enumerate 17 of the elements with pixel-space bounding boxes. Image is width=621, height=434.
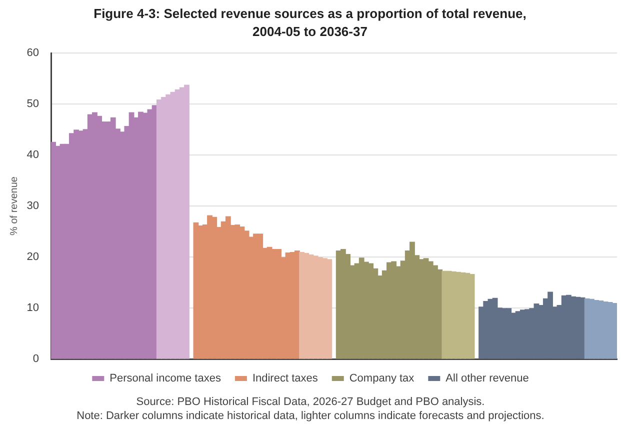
y-tick-label: 10 <box>26 302 39 314</box>
y-tick-label: 30 <box>26 200 39 212</box>
y-tick-label: 60 <box>26 47 39 60</box>
y-tick-label: 20 <box>26 251 39 264</box>
chart-title: Figure 4-3: Selected revenue sources as a proportion of total revenue, 2004-05 to 2036-37 <box>92 5 528 41</box>
legend-label: All other revenue <box>446 372 529 385</box>
y-tick-label: 0 <box>32 353 39 366</box>
legend-label: Company tax <box>349 372 415 385</box>
bar <box>55 146 61 359</box>
y-tick-label: 50 <box>26 98 39 110</box>
y-axis-title: % of revenue <box>8 176 20 236</box>
text: Note: Darker columns indicate historical data, lighter columns indicate forecasts and projections. <box>76 409 546 423</box>
bar <box>442 270 448 359</box>
legend-label: Personal income taxes <box>110 372 222 385</box>
y-tick-label: 40 <box>26 149 39 162</box>
legend-label: Indirect taxes <box>252 372 318 385</box>
source-note: Source: PBO Historical Fiscal Data, 2026-27 Budget and PBO analysis. <box>135 395 486 409</box>
